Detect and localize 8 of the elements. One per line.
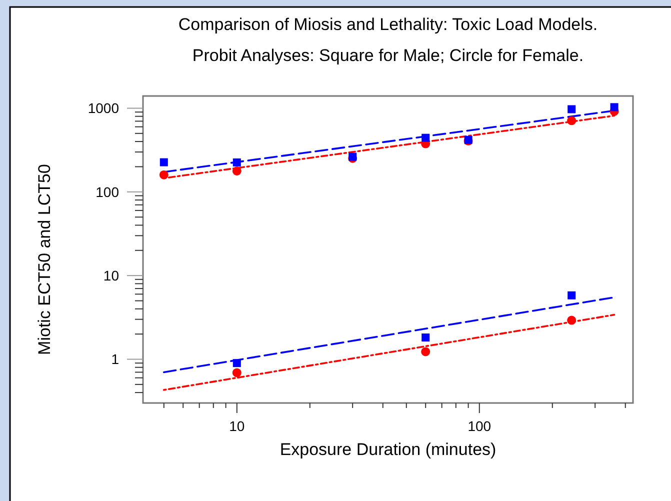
x-axis-title: Exposure Duration (minutes) <box>280 440 496 459</box>
y-tick-label: 10 <box>103 268 120 284</box>
y-tick-label: 1 <box>111 351 120 368</box>
chart-title: Comparison of Miosis and Lethality: Toxic Load Models. <box>178 15 598 34</box>
y-axis-title: Miotic ECT50 and LCT50 <box>35 164 54 355</box>
y-tick-label: 1000 <box>88 100 120 116</box>
y-tick-label: 100 <box>96 184 120 200</box>
chart-subtitle: Probit Analyses: Square for Male; Circle for Female. <box>192 46 584 65</box>
